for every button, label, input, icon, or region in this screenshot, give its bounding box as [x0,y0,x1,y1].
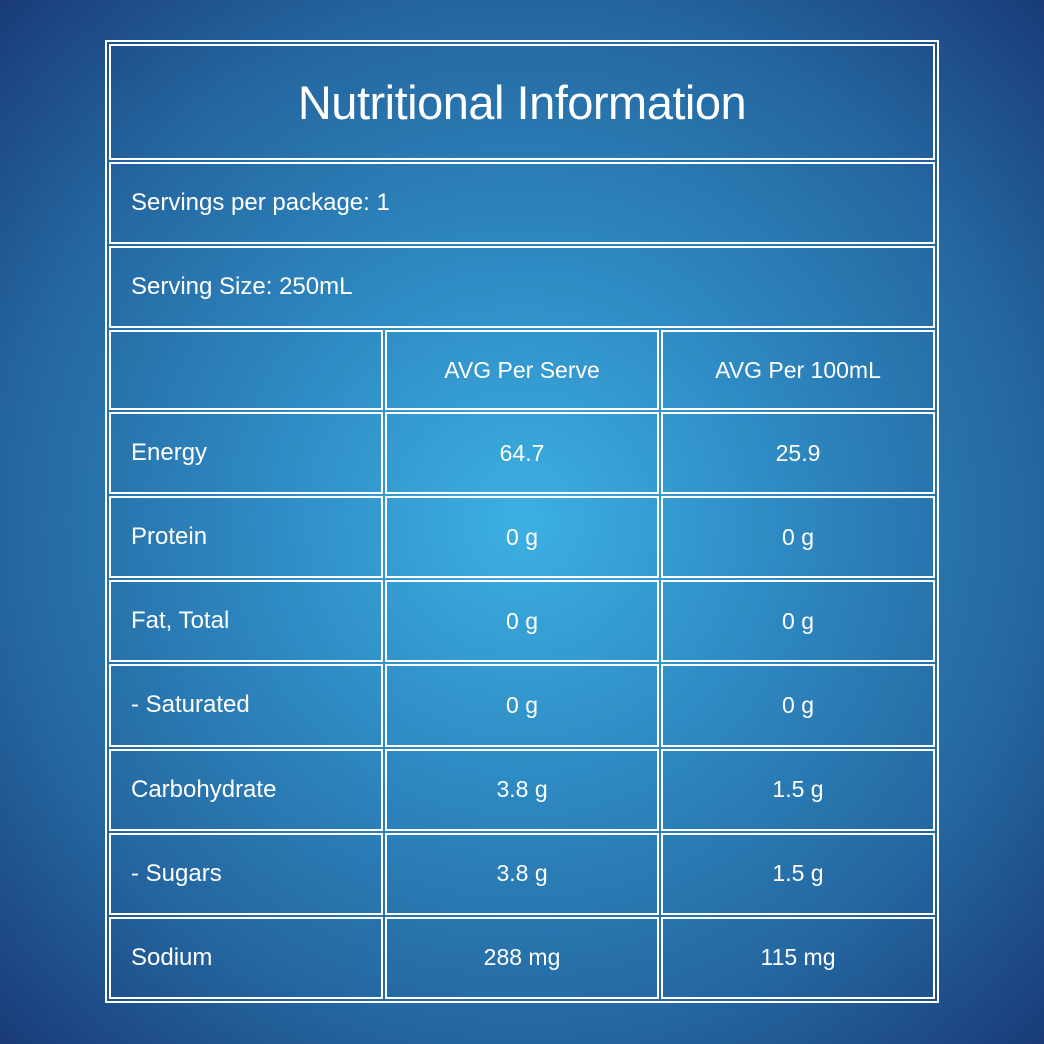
nutrient-row-fat-total: Fat, Total 0 g 0 g [109,580,935,663]
col-header-per-serve: AVG Per Serve [385,330,660,410]
nutrient-label: - Saturated [109,664,384,747]
col-header-blank [109,330,384,410]
col-header-per-100ml: AVG Per 100mL [661,330,935,410]
value-per-serve: 64.7 [385,412,660,495]
nutrient-row-protein: Protein 0 g 0 g [109,496,935,579]
nutrient-label: Protein [109,496,384,579]
value-per-serve: 0 g [385,580,660,663]
nutrient-label: Carbohydrate [109,748,384,831]
value-per-100ml: 1.5 g [661,748,935,831]
value-per-100ml: 0 g [661,496,935,579]
value-per-100ml: 0 g [661,580,935,663]
nutrient-label: Sodium [109,916,384,999]
nutrient-row-sodium: Sodium 288 mg 115 mg [109,916,935,999]
value-per-100ml: 115 mg [661,916,935,999]
value-per-serve: 3.8 g [385,832,660,915]
nutrient-label: Energy [109,412,384,495]
serving-size-row: Serving Size: 250mL [109,246,935,329]
nutrient-row-sugars: - Sugars 3.8 g 1.5 g [109,832,935,915]
value-per-serve: 0 g [385,664,660,747]
title-row: Nutritional Information [109,44,935,160]
nutrient-row-carbohydrate: Carbohydrate 3.8 g 1.5 g [109,748,935,831]
serving-size-text: Serving Size: 250mL [109,246,935,329]
value-per-100ml: 0 g [661,664,935,747]
nutrient-row-energy: Energy 64.7 25.9 [109,412,935,495]
value-per-serve: 0 g [385,496,660,579]
nutrition-title: Nutritional Information [109,44,935,160]
nutrient-row-saturated: - Saturated 0 g 0 g [109,664,935,747]
servings-per-package-text: Servings per package: 1 [109,162,935,245]
nutrient-label: - Sugars [109,832,384,915]
value-per-100ml: 25.9 [661,412,935,495]
value-per-serve: 3.8 g [385,748,660,831]
servings-row: Servings per package: 1 [109,162,935,245]
value-per-serve: 288 mg [385,916,660,999]
column-header-row: AVG Per Serve AVG Per 100mL [109,330,935,410]
nutrient-label: Fat, Total [109,580,384,663]
value-per-100ml: 1.5 g [661,832,935,915]
nutrition-table: Nutritional Information Servings per pac… [105,40,939,1003]
